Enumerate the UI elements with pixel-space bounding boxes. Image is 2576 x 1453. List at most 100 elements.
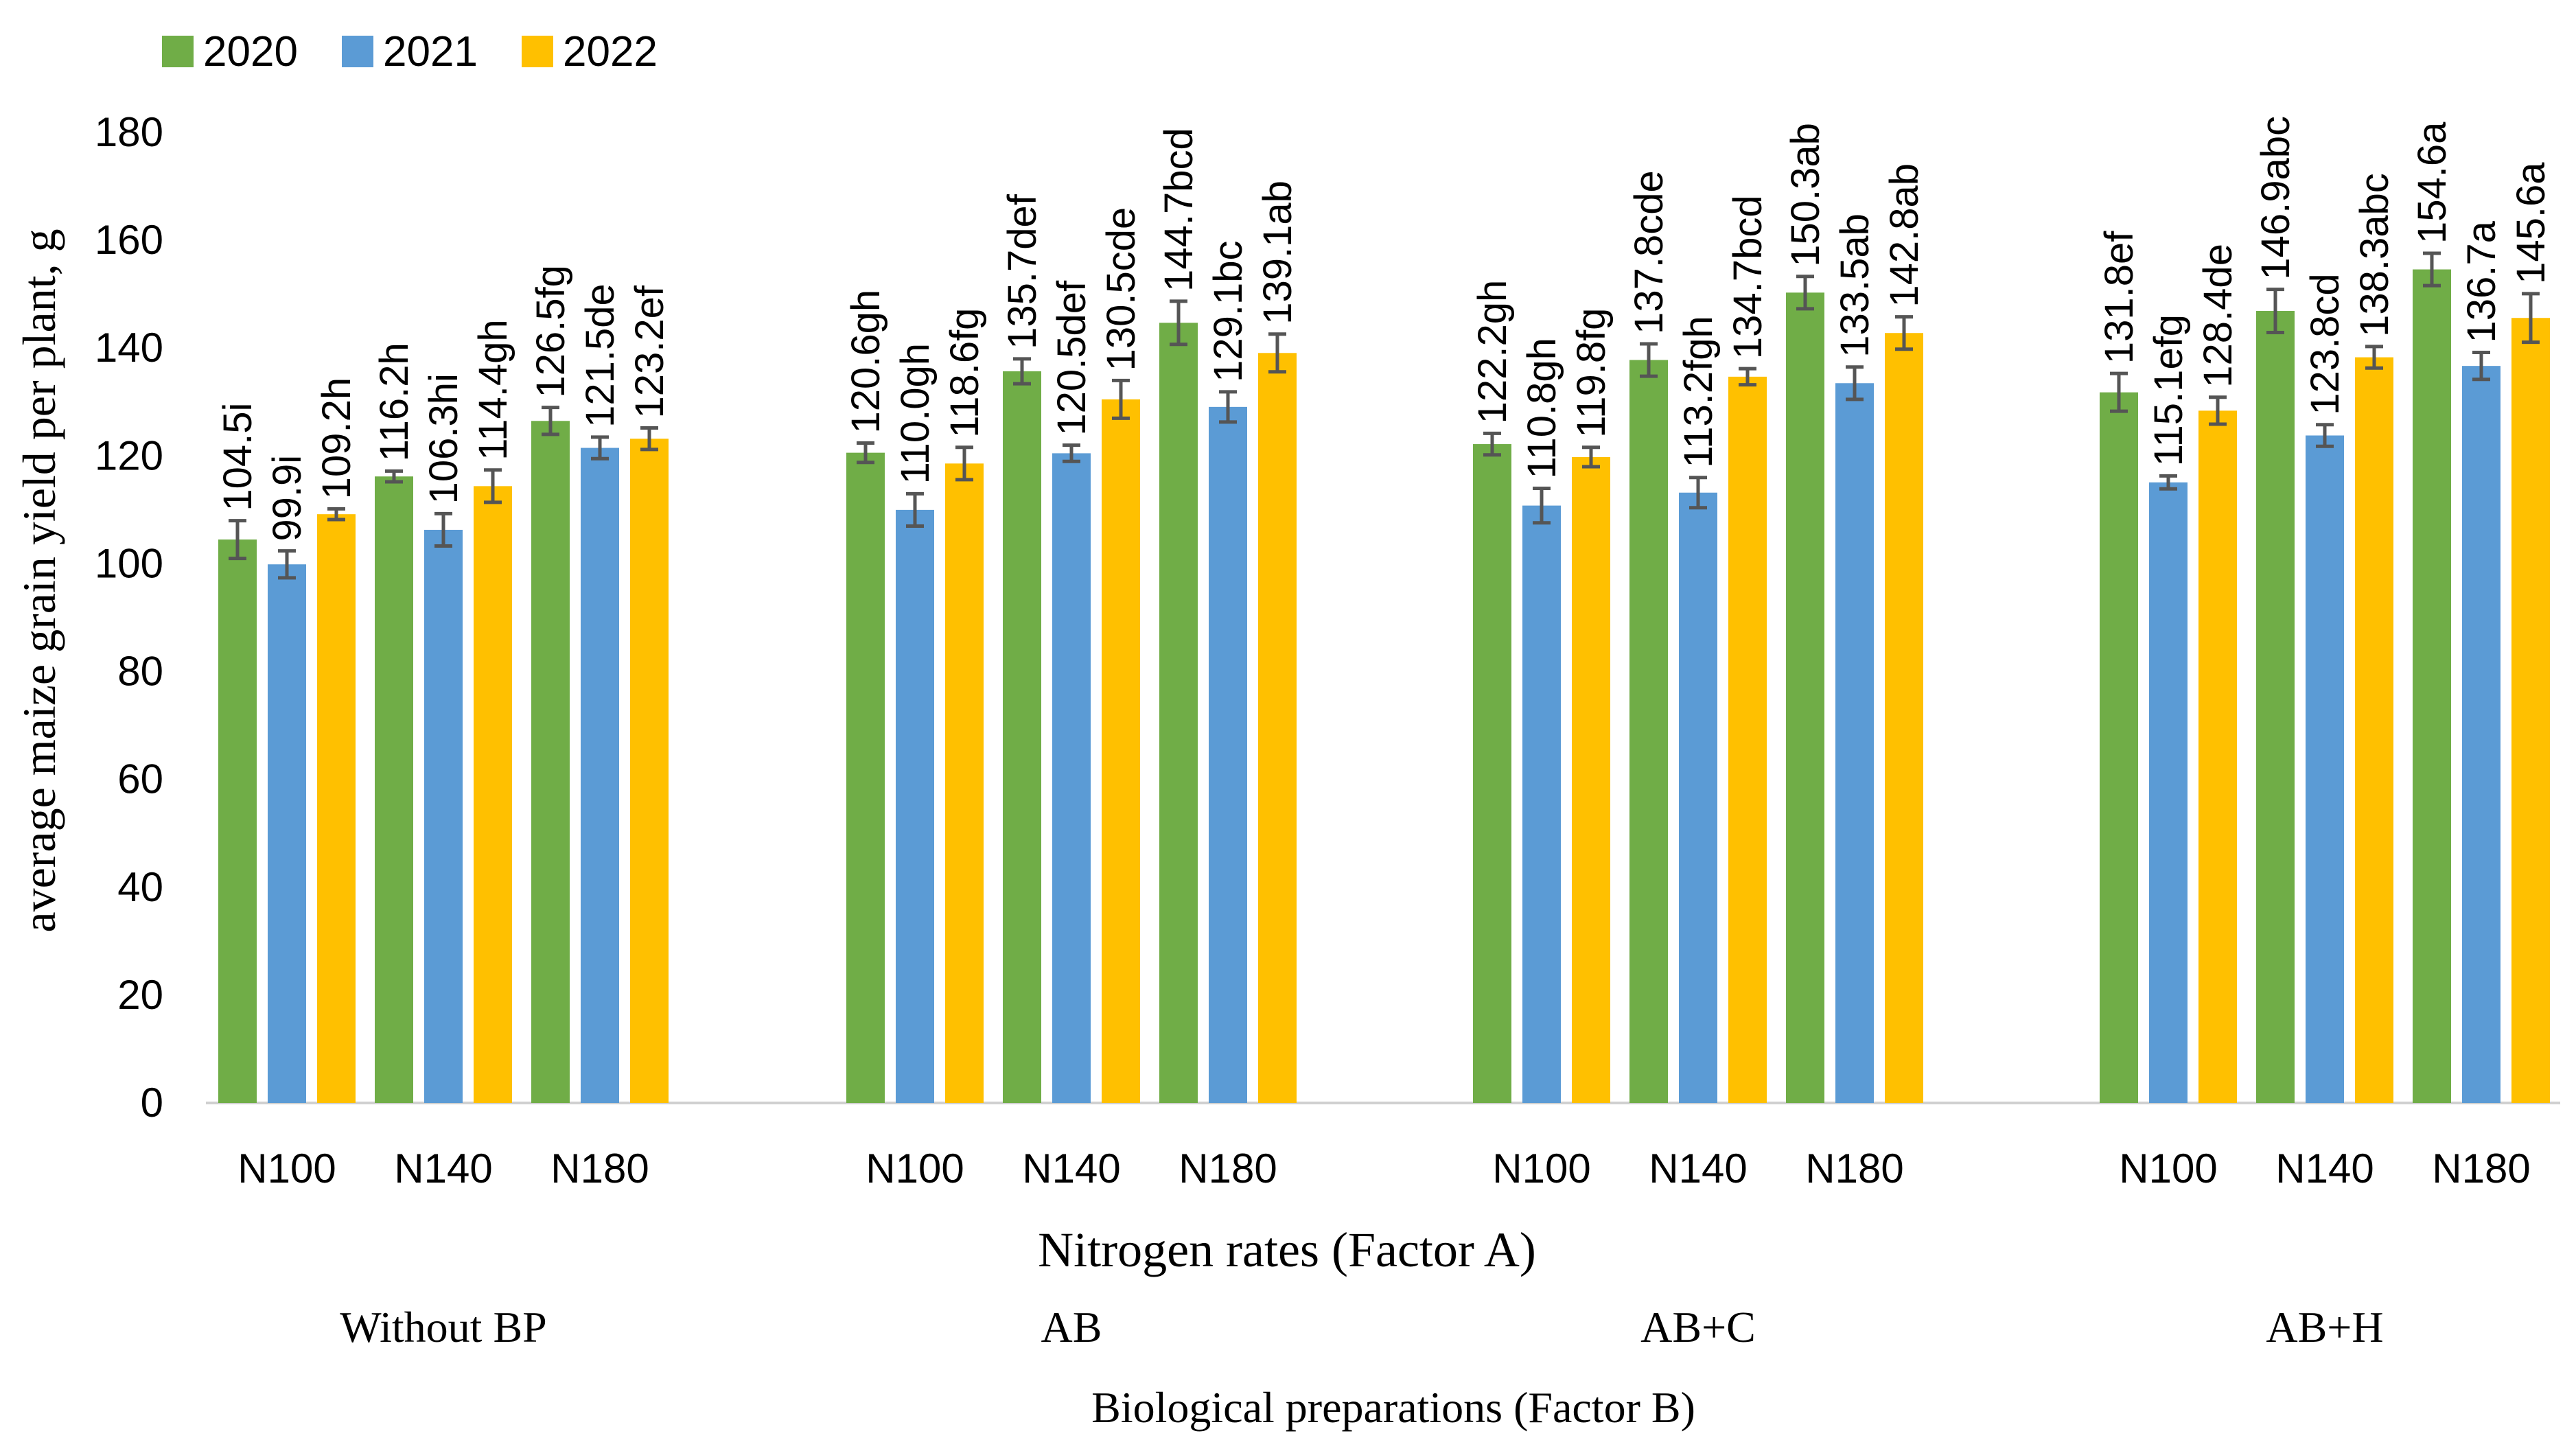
data-label: 145.6a [2509, 162, 2553, 284]
category-label: N100 [2119, 1146, 2217, 1192]
bar-2020 [1473, 444, 1511, 1103]
bar-2022 [1258, 353, 1297, 1103]
data-label: 121.5de [578, 283, 623, 428]
legend-label: 2021 [383, 28, 478, 75]
data-label: 113.2fgh [1676, 316, 1721, 467]
x-axis-title: Nitrogen rates (Factor A) [1038, 1222, 1536, 1277]
error-bars [229, 251, 2540, 580]
legend-label: 2020 [203, 28, 298, 75]
bar-2021 [268, 564, 306, 1103]
category-label: N100 [1492, 1146, 1590, 1192]
data-labels: 104.5i 99.9i 109.2h 116.2h 106.3hi 114.4gh 126… [216, 116, 2553, 542]
legend-swatch-2021 [342, 36, 373, 67]
data-label: 146.9abc [2253, 116, 2298, 280]
data-label: 150.3ab [1783, 123, 1828, 267]
category-label: N180 [550, 1146, 649, 1192]
legend: 2020 2021 2022 [162, 28, 658, 75]
data-label: 119.8fg [1569, 308, 1614, 438]
bar-2022 [474, 486, 512, 1103]
bar-2022 [2355, 357, 2393, 1103]
bar-2022 [2198, 410, 2237, 1103]
bar-2020 [2100, 392, 2138, 1104]
y-tick-label: 180 [95, 109, 163, 155]
bar-2021 [2306, 435, 2344, 1103]
bar-2020 [2256, 311, 2295, 1103]
data-label: 130.5cde [1099, 207, 1144, 371]
bar-2021 [424, 529, 463, 1103]
data-label: 136.7a [2459, 220, 2504, 342]
group-label: AB [1041, 1303, 1102, 1351]
data-label: 138.3abc [2352, 173, 2397, 337]
y-tick-label: 100 [95, 540, 163, 586]
data-label: 118.6fg [942, 308, 987, 438]
y-tick-label: 20 [117, 972, 163, 1018]
group-label: AB+H [2266, 1303, 2383, 1351]
bar-2020 [531, 421, 570, 1103]
data-label: 106.3hi [421, 373, 466, 504]
data-label: 139.1ab [1255, 181, 1300, 325]
bar-2021 [1679, 492, 1717, 1103]
bar-2020 [1003, 371, 1041, 1103]
data-label: 110.0gh [893, 343, 938, 484]
bar-2021 [1522, 505, 1561, 1103]
data-label: 120.5def [1049, 280, 1094, 436]
data-label: 115.1efg [2146, 314, 2191, 466]
category-label: N100 [866, 1146, 964, 1192]
bar-2022 [630, 439, 669, 1103]
category-label: N140 [394, 1146, 492, 1192]
bar-2021 [1209, 406, 1247, 1103]
bar-2020 [375, 476, 413, 1103]
bars [218, 269, 2550, 1104]
category-label: N100 [237, 1146, 336, 1192]
y-tick-label: 60 [117, 756, 163, 802]
category-label: N180 [1179, 1146, 1277, 1192]
legend-swatch-2022 [522, 36, 553, 67]
y-tick-label: 80 [117, 649, 163, 695]
bar-2020 [2413, 269, 2451, 1103]
data-label: 120.6gh [844, 290, 888, 434]
data-label: 142.8ab [1882, 163, 1927, 307]
data-label: 122.2gh [1470, 280, 1515, 424]
category-label: N180 [1805, 1146, 1903, 1192]
bar-2021 [2149, 482, 2188, 1103]
data-label: 126.5fg [529, 265, 573, 398]
data-label: 137.8cde [1627, 170, 1671, 334]
data-label: 129.1bc [1206, 240, 1251, 382]
legend-swatch-2020 [162, 36, 194, 67]
bar-2021 [1052, 453, 1091, 1103]
data-label: 123.2ef [627, 285, 672, 418]
data-label: 154.6a [2410, 121, 2455, 244]
bar-2022 [945, 463, 984, 1103]
category-label: N140 [2275, 1146, 2374, 1192]
bar-2022 [1728, 376, 1767, 1103]
y-tick-label: 160 [95, 217, 163, 263]
data-label: 133.5ab [1833, 213, 1877, 358]
y-axis: 0 20 40 60 80 100 120 140 160 180 [95, 109, 163, 1126]
data-label: 135.7def [1000, 194, 1045, 349]
group-label: Without BP [340, 1303, 546, 1351]
category-label: N140 [1649, 1146, 1747, 1192]
bar-2021 [896, 509, 934, 1103]
y-axis-title: average maize grain yield per plant, g [13, 229, 65, 932]
bar-2020 [1159, 323, 1198, 1103]
group-axis-title: Biological preparations (Factor B) [1091, 1383, 1695, 1432]
category-label: N140 [1022, 1146, 1120, 1192]
group-labels: Without BP AB AB+C AB+H [340, 1303, 2383, 1351]
category-label: N180 [2432, 1146, 2530, 1192]
bar-2020 [1786, 292, 1824, 1103]
y-tick-label: 120 [95, 432, 163, 478]
legend-label: 2022 [563, 28, 658, 75]
bar-2021 [581, 447, 619, 1103]
data-label: 114.4gh [471, 319, 515, 460]
bar-2020 [218, 539, 257, 1103]
bar-2020 [846, 452, 885, 1103]
data-label: 131.8ef [2097, 231, 2142, 364]
group-label: AB+C [1640, 1303, 1756, 1351]
data-label: 104.5i [216, 403, 260, 511]
category-labels: N100 N140 N180 N100 N140 N180 N100 N140 N180 N100… [237, 1146, 2530, 1192]
bar-2021 [2462, 366, 2500, 1104]
data-label: 109.2h [314, 377, 359, 499]
bar-2022 [2511, 318, 2550, 1104]
